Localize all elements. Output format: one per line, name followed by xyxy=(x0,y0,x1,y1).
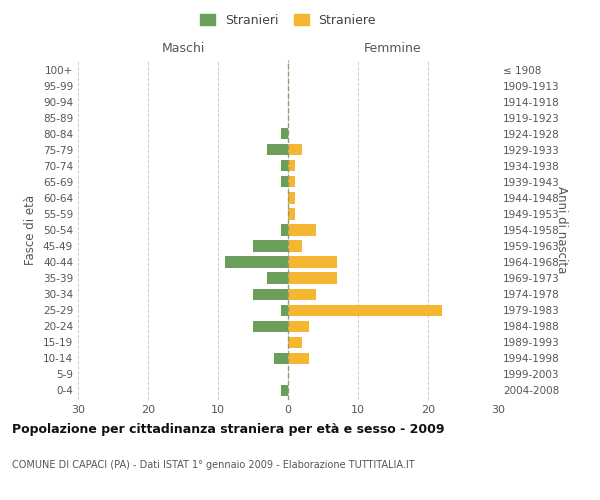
Bar xyxy=(225,256,288,268)
Text: Maschi: Maschi xyxy=(161,42,205,56)
Bar xyxy=(288,192,295,203)
Bar xyxy=(288,272,337,283)
Bar xyxy=(288,240,302,252)
Bar xyxy=(288,288,316,300)
Bar xyxy=(288,304,442,316)
Bar xyxy=(288,320,309,332)
Bar xyxy=(267,144,288,156)
Bar xyxy=(288,176,295,188)
Y-axis label: Anni di nascita: Anni di nascita xyxy=(555,186,568,274)
Bar xyxy=(288,208,295,220)
Bar xyxy=(281,128,288,140)
Bar xyxy=(253,320,288,332)
Bar xyxy=(253,240,288,252)
Bar xyxy=(281,224,288,235)
Bar xyxy=(288,336,302,348)
Y-axis label: Fasce di età: Fasce di età xyxy=(25,195,37,265)
Text: COMUNE DI CAPACI (PA) - Dati ISTAT 1° gennaio 2009 - Elaborazione TUTTITALIA.IT: COMUNE DI CAPACI (PA) - Dati ISTAT 1° ge… xyxy=(12,460,415,469)
Bar xyxy=(281,385,288,396)
Bar xyxy=(267,272,288,283)
Text: Popolazione per cittadinanza straniera per età e sesso - 2009: Popolazione per cittadinanza straniera p… xyxy=(12,422,445,436)
Bar xyxy=(288,224,316,235)
Bar xyxy=(281,304,288,316)
Legend: Stranieri, Straniere: Stranieri, Straniere xyxy=(195,8,381,32)
Bar xyxy=(288,144,302,156)
Bar xyxy=(281,160,288,172)
Bar xyxy=(253,288,288,300)
Bar xyxy=(288,160,295,172)
Bar xyxy=(288,352,309,364)
Bar xyxy=(281,176,288,188)
Bar xyxy=(274,352,288,364)
Text: Femmine: Femmine xyxy=(364,42,422,56)
Bar xyxy=(288,256,337,268)
